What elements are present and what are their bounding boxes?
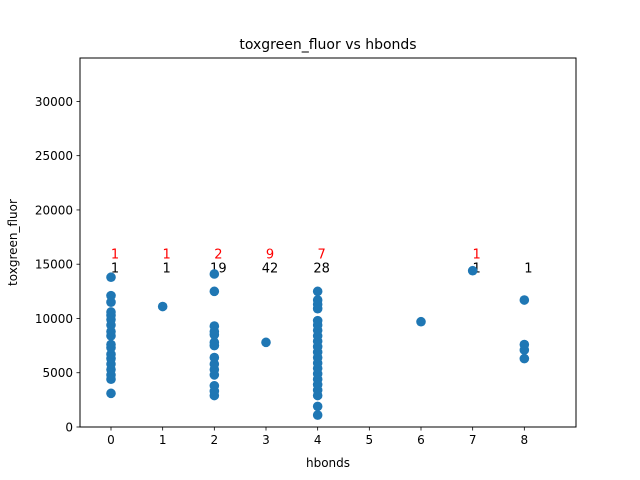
y-axis-label: toxgreen_fluor <box>6 199 20 286</box>
y-axis-ticks: 0 5000 10000 15000 20000 25000 30000 <box>35 95 80 435</box>
x-tick-label: 3 <box>262 433 270 447</box>
annotation-black: 1 <box>524 261 532 276</box>
annotation-red: 1 <box>473 247 481 262</box>
data-point <box>312 401 323 412</box>
y-tick-label: 30000 <box>35 95 73 109</box>
x-tick-label: 5 <box>366 433 374 447</box>
data-point <box>209 321 220 331</box>
annotation-red: 1 <box>163 247 171 262</box>
data-point <box>312 286 323 297</box>
annotation-black: 1 <box>163 261 171 276</box>
x-tick-label: 2 <box>211 433 219 447</box>
annotation-black: 1 <box>111 261 119 276</box>
data-point <box>106 388 116 399</box>
points-layer <box>106 265 530 420</box>
annotation-red: 1 <box>111 247 119 262</box>
x-tick-label: 7 <box>469 433 477 447</box>
data-point <box>106 290 116 301</box>
data-point <box>209 380 220 391</box>
data-point <box>416 316 426 327</box>
chart-title: toxgreen_fluor vs hbonds <box>239 37 416 53</box>
data-point <box>209 337 220 348</box>
annotation-red: 7 <box>318 247 326 262</box>
x-axis-ticks: 0 1 2 3 4 5 6 7 8 <box>107 427 528 447</box>
data-point <box>209 352 220 363</box>
annotation-black: 28 <box>313 261 330 276</box>
data-point <box>106 307 116 317</box>
y-tick-label: 10000 <box>35 312 73 326</box>
annotation-layer: 1129711119422811 <box>111 247 533 276</box>
data-point <box>157 301 168 312</box>
x-axis-label: hbonds <box>306 456 350 470</box>
y-tick-label: 20000 <box>35 203 73 217</box>
data-point <box>312 295 323 305</box>
data-point <box>312 410 323 420</box>
data-point <box>312 315 323 326</box>
data-point <box>209 269 220 279</box>
annotation-red: 2 <box>214 247 222 262</box>
annotation-black: 42 <box>262 261 279 276</box>
x-tick-label: 8 <box>521 433 529 447</box>
y-tick-label: 0 <box>65 421 73 435</box>
x-tick-label: 6 <box>417 433 425 447</box>
data-point <box>106 272 116 283</box>
x-tick-label: 1 <box>159 433 167 447</box>
data-point <box>261 337 271 348</box>
data-point <box>467 265 478 276</box>
data-point <box>519 339 530 350</box>
y-tick-label: 25000 <box>35 149 73 163</box>
data-point <box>519 295 530 305</box>
y-tick-label: 15000 <box>35 258 73 272</box>
plot-frame <box>79 57 577 428</box>
data-point <box>519 353 530 364</box>
annotation-red: 9 <box>266 247 274 262</box>
x-tick-label: 0 <box>107 433 115 447</box>
x-tick-label: 4 <box>314 433 322 447</box>
data-point <box>209 286 220 297</box>
y-tick-label: 5000 <box>42 366 73 380</box>
data-point <box>106 339 116 350</box>
